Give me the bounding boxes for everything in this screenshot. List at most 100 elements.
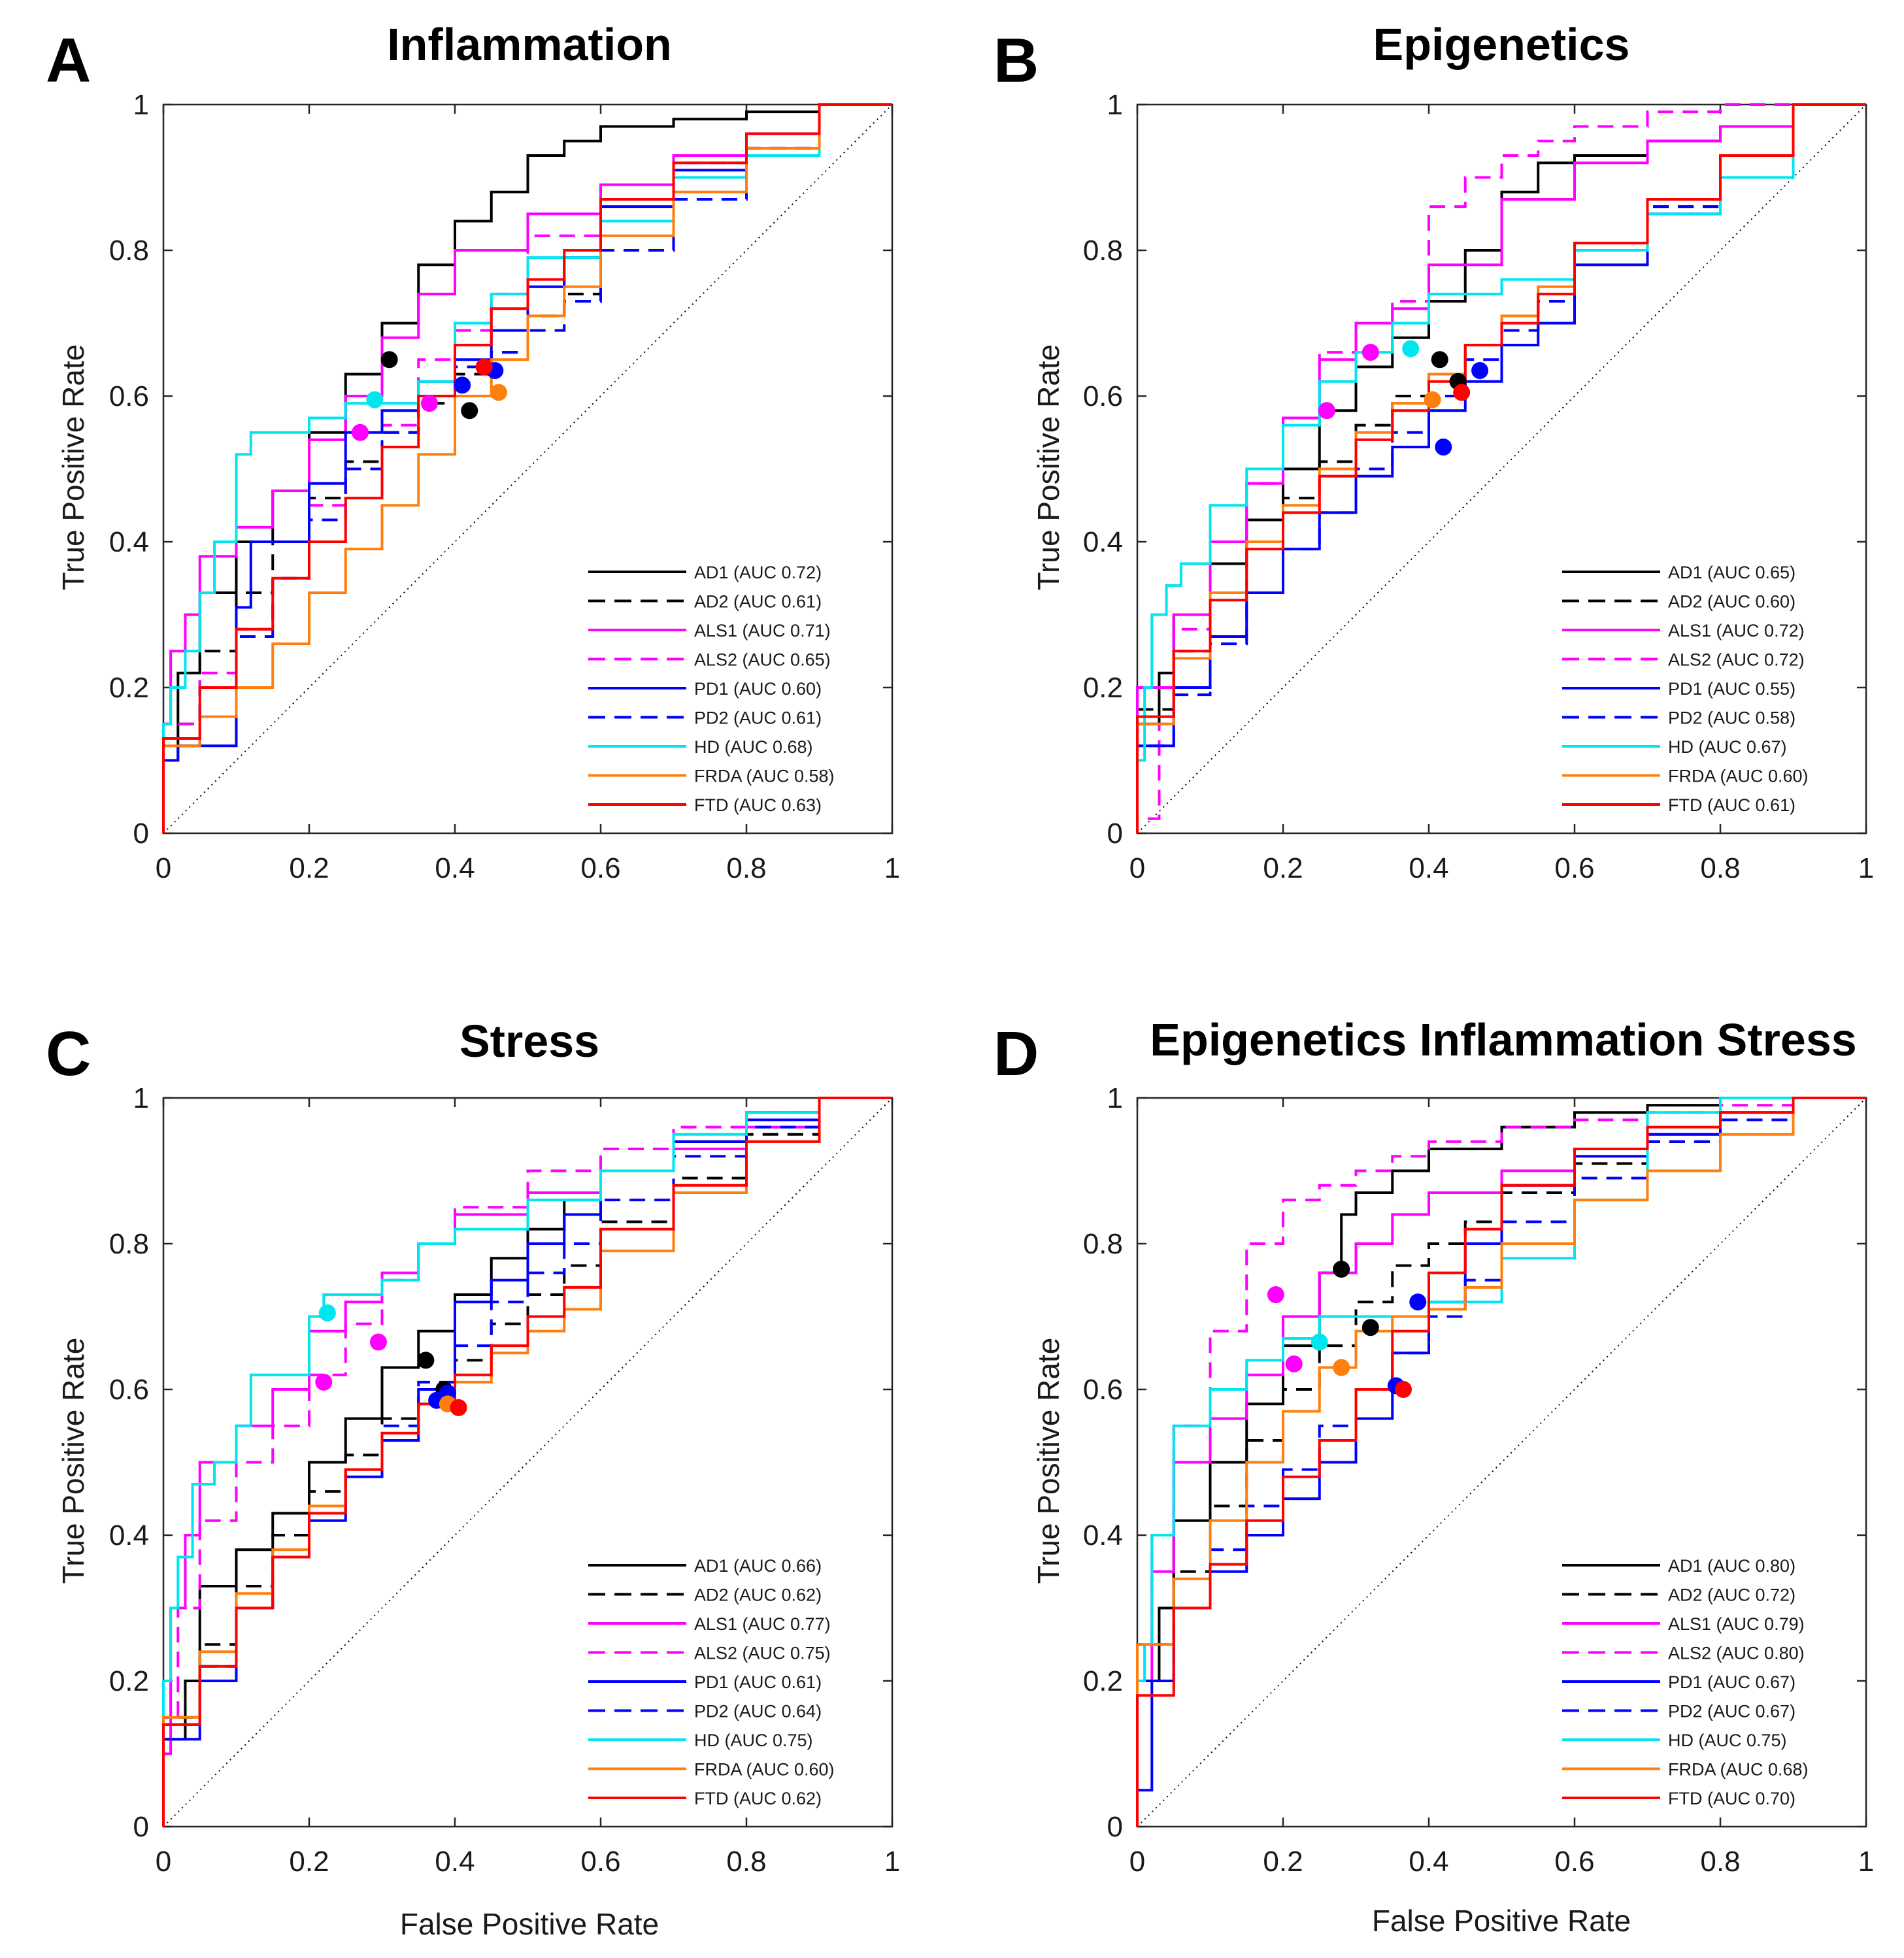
y-tick-label: 1 bbox=[1107, 1082, 1123, 1114]
y-tick-label: 0.4 bbox=[109, 1519, 149, 1551]
y-tick-label: 0.6 bbox=[1083, 380, 1123, 412]
axes-box bbox=[1136, 103, 1867, 835]
x-axis-label: False Positive Rate bbox=[400, 1907, 659, 1941]
plot-area: 0 0.2 0.4 0.6 0.8 1 0 0.2 0.4 0.6 0.8 1 AD1 (AUC 0.7… bbox=[109, 89, 900, 884]
y-tick-label: 1 bbox=[133, 1082, 149, 1114]
operating-point-pd2 bbox=[1471, 361, 1489, 379]
legend-label-ad2: AD2 (AUC 0.72) bbox=[1668, 1585, 1795, 1605]
legend-label-frda: FRDA (AUC 0.60) bbox=[1668, 767, 1809, 786]
legend-label-ad2: AD2 (AUC 0.60) bbox=[1668, 592, 1795, 612]
y-tick-label: 0 bbox=[133, 1811, 149, 1843]
legend-label-ad2: AD2 (AUC 0.61) bbox=[694, 592, 822, 612]
panel-letter: C bbox=[46, 1019, 91, 1089]
operating-point-als1 bbox=[352, 423, 369, 441]
x-tick-label: 1 bbox=[884, 852, 900, 884]
operating-point-frda bbox=[1333, 1359, 1350, 1376]
y-tick-label: 0.2 bbox=[109, 1665, 149, 1697]
panel-b: B Epigenetics True Positive Rate 0 0.2 0.4… bbox=[994, 19, 1874, 884]
x-tick-label: 0.6 bbox=[580, 1846, 620, 1878]
x-tick-label: 0.8 bbox=[1700, 1846, 1740, 1878]
roc-curve-ad1 bbox=[162, 103, 892, 833]
x-tick-label: 0 bbox=[1129, 852, 1145, 884]
operating-point-pd1 bbox=[1435, 439, 1452, 456]
operating-point-hd bbox=[1402, 340, 1420, 357]
y-tick-label: 0.2 bbox=[1083, 672, 1123, 704]
legend-label-ftd: FTD (AUC 0.63) bbox=[694, 795, 822, 815]
legend-label-ftd: FTD (AUC 0.62) bbox=[694, 1789, 822, 1808]
operating-point-als2 bbox=[420, 395, 438, 412]
y-tick-label: 0.8 bbox=[1083, 235, 1123, 267]
legend-label-als2: ALS2 (AUC 0.65) bbox=[694, 650, 831, 670]
legend-label-hd: HD (AUC 0.67) bbox=[1668, 737, 1787, 757]
operating-point-ad1 bbox=[417, 1352, 435, 1369]
operating-point-als1 bbox=[1285, 1355, 1303, 1372]
roc-curve-frda bbox=[1136, 1097, 1866, 1827]
panel-letter: D bbox=[994, 1019, 1039, 1089]
panel-letter: B bbox=[994, 25, 1039, 95]
panel-letter: A bbox=[46, 25, 91, 95]
roc-curve-ftd bbox=[162, 103, 892, 833]
y-tick-label: 0.6 bbox=[109, 1374, 149, 1406]
operating-point-ad1 bbox=[1431, 351, 1448, 369]
operating-point-pd1 bbox=[454, 376, 471, 394]
operating-point-hd bbox=[366, 391, 384, 408]
y-tick-label: 0.4 bbox=[1083, 1519, 1123, 1551]
y-tick-label: 0.2 bbox=[109, 672, 149, 704]
x-tick-label: 1 bbox=[884, 1846, 900, 1878]
legend-label-hd: HD (AUC 0.75) bbox=[1668, 1731, 1787, 1750]
operating-point-ftd bbox=[1453, 384, 1471, 401]
y-axis-label: True Positive Rate bbox=[1031, 344, 1065, 591]
y-tick-label: 0 bbox=[133, 818, 149, 850]
y-tick-label: 0.8 bbox=[1083, 1228, 1123, 1260]
x-tick-label: 1 bbox=[1858, 852, 1874, 884]
operating-point-ad2 bbox=[1361, 1319, 1379, 1336]
x-tick-label: 0 bbox=[156, 852, 171, 884]
operating-point-hd bbox=[318, 1304, 336, 1321]
y-tick-label: 0.8 bbox=[109, 235, 149, 267]
panel-d: D Epigenetics Inflammation Stress True P… bbox=[994, 1014, 1874, 1938]
x-tick-label: 0.4 bbox=[1409, 1846, 1448, 1878]
y-tick-label: 1 bbox=[133, 89, 149, 121]
panel-c: C Stress True Positive Rate False Positi… bbox=[46, 1016, 900, 1941]
operating-point-als1 bbox=[1318, 402, 1335, 420]
x-tick-label: 0.8 bbox=[726, 1846, 766, 1878]
operating-point-ftd bbox=[1394, 1381, 1412, 1398]
legend-label-frda: FRDA (AUC 0.60) bbox=[694, 1760, 835, 1780]
panel-a: A Inflammation True Positive Rate 0 0.2 0.… bbox=[46, 19, 900, 884]
y-tick-label: 0 bbox=[1107, 818, 1123, 850]
y-tick-label: 0 bbox=[1107, 1811, 1123, 1843]
y-axis-label: True Positive Rate bbox=[56, 344, 90, 591]
x-tick-label: 1 bbox=[1858, 1846, 1874, 1878]
operating-point-ad1 bbox=[380, 351, 398, 369]
legend-label-als1: ALS1 (AUC 0.72) bbox=[1668, 621, 1805, 640]
axes-box bbox=[162, 1097, 894, 1828]
operating-point-als2 bbox=[1267, 1286, 1284, 1304]
legend-label-als1: ALS1 (AUC 0.77) bbox=[694, 1614, 831, 1634]
roc-curve-hd bbox=[162, 1097, 892, 1827]
roc-curve-frda bbox=[162, 103, 892, 833]
operating-point-frda bbox=[490, 384, 507, 401]
y-tick-label: 0.4 bbox=[1083, 526, 1123, 558]
x-tick-label: 0.4 bbox=[435, 1846, 475, 1878]
x-tick-label: 0.2 bbox=[1263, 852, 1303, 884]
x-tick-label: 0.8 bbox=[726, 852, 766, 884]
x-tick-label: 0.2 bbox=[289, 1846, 329, 1878]
x-tick-label: 0 bbox=[1129, 1846, 1145, 1878]
y-axis-label: True Positive Rate bbox=[56, 1338, 90, 1584]
plot-area: 0 0.2 0.4 0.6 0.8 1 0 0.2 0.4 0.6 0.8 1 AD1 (AUC 0.6… bbox=[109, 1082, 900, 1878]
panel-title: Epigenetics Inflammation Stress bbox=[1150, 1014, 1856, 1065]
operating-point-als2 bbox=[369, 1333, 387, 1351]
x-tick-label: 0.2 bbox=[1263, 1846, 1303, 1878]
legend-label-ad1: AD1 (AUC 0.65) bbox=[1668, 563, 1795, 582]
operating-point-pd1 bbox=[1409, 1293, 1427, 1311]
roc-curve-ad1 bbox=[1136, 1097, 1866, 1827]
operating-point-als2 bbox=[1361, 344, 1379, 361]
operating-point-ad1 bbox=[1333, 1261, 1350, 1278]
legend-label-als1: ALS1 (AUC 0.79) bbox=[1668, 1614, 1805, 1634]
x-tick-label: 0.6 bbox=[1554, 1846, 1594, 1878]
x-tick-label: 0.4 bbox=[1409, 852, 1448, 884]
y-tick-label: 1 bbox=[1107, 89, 1123, 121]
panel-title: Stress bbox=[459, 1016, 599, 1067]
legend-label-pd2: PD2 (AUC 0.67) bbox=[1668, 1702, 1795, 1721]
